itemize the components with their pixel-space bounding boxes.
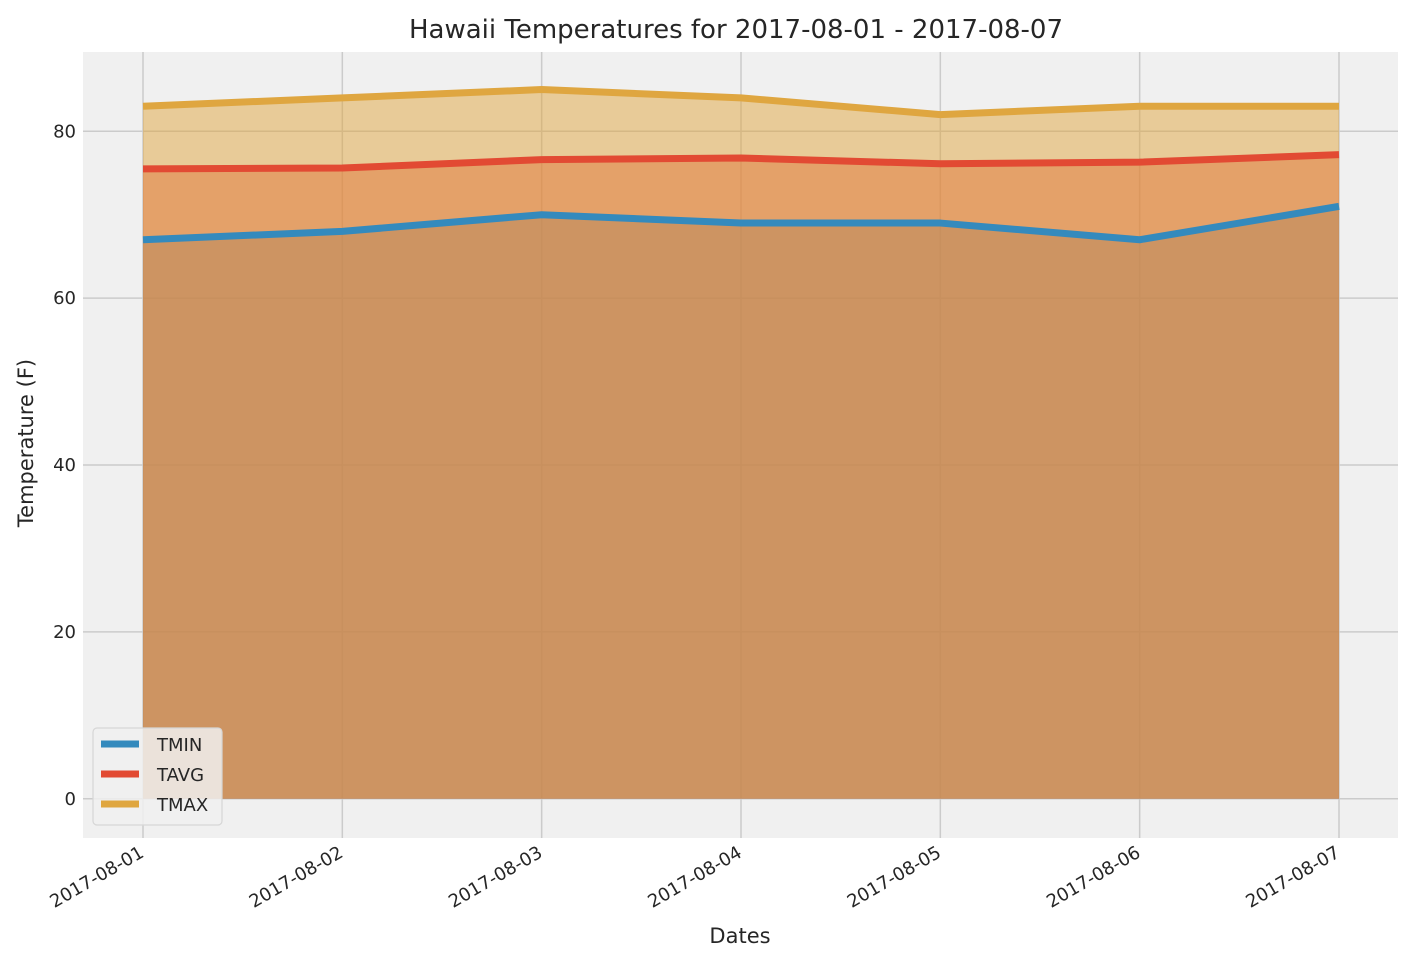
legend-label-tavg: TAVG: [156, 765, 204, 786]
x-tick-label: 2017-08-01: [46, 842, 147, 912]
series-lines: [142, 86, 1340, 244]
x-axis-ticks: 2017-08-01 2017-08-02 2017-08-03 2017-08-04…: [46, 842, 1343, 912]
y-tick-label: 60: [53, 288, 76, 309]
legend: TMIN TAVG TMAX: [92, 727, 223, 826]
area-fills: [143, 89, 1339, 799]
legend-label-tmin: TMIN: [156, 735, 202, 756]
y-tick-label: 20: [53, 622, 76, 643]
y-axis-ticks: 0 20 40 60 80: [53, 121, 76, 810]
x-axis-label: Dates: [709, 924, 770, 948]
legend-label-tmax: TMAX: [156, 795, 208, 816]
y-tick-label: 40: [53, 455, 76, 476]
x-tick-label: 2017-08-06: [1043, 842, 1144, 912]
line-tmax: [142, 86, 1339, 119]
chart-title: Hawaii Temperatures for 2017-08-01 - 201…: [409, 15, 1063, 45]
y-tick-label: 0: [65, 789, 76, 810]
area-tmax: [143, 89, 1339, 799]
x-tick-label: 2017-08-03: [445, 842, 546, 912]
line-tmin: [142, 202, 1340, 244]
x-tick-label: 2017-08-05: [844, 842, 945, 912]
y-tick-label: 80: [53, 121, 76, 142]
line-tavg: [142, 151, 1340, 173]
x-tick-label: 2017-08-07: [1242, 842, 1343, 912]
x-tick-label: 2017-08-04: [644, 842, 745, 912]
x-tick-label: 2017-08-02: [246, 842, 347, 912]
y-axis-label: Temperature (F): [14, 359, 38, 528]
